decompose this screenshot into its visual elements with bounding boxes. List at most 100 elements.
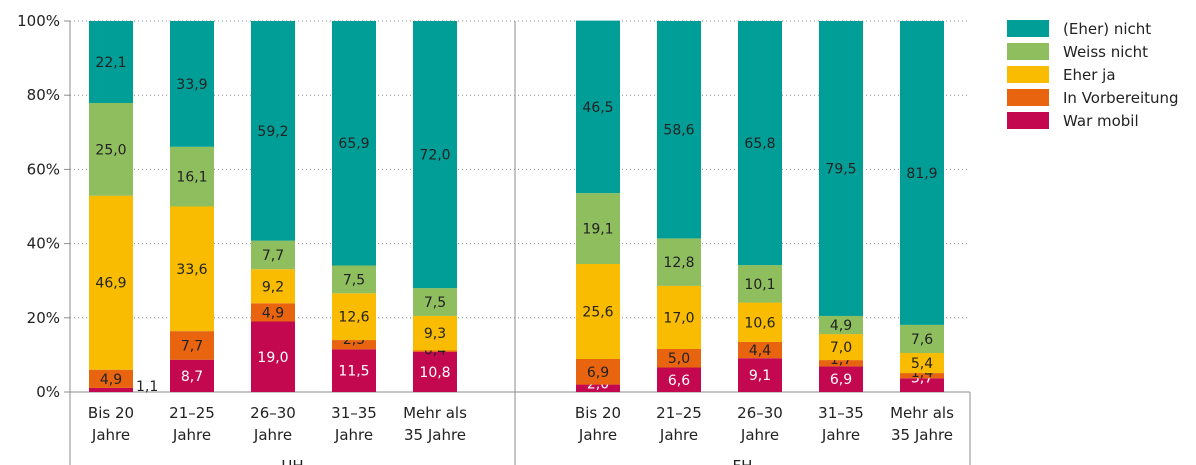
data-label: 7,7 <box>262 248 284 264</box>
data-label: 6,6 <box>668 373 690 389</box>
bar-segment <box>413 315 457 351</box>
x-tick-label: 35 Jahre <box>404 426 466 444</box>
bar-segment <box>576 193 620 265</box>
bar-segment <box>251 240 295 270</box>
bar-segment <box>738 21 782 266</box>
x-tick-label: Jahre <box>334 426 373 444</box>
x-tick-label: Jahre <box>91 426 130 444</box>
bar-segment <box>900 324 944 354</box>
bar-segment <box>657 285 701 349</box>
legend-label: In Vorbereitung <box>1063 89 1179 107</box>
x-tick-label: Jahre <box>253 426 292 444</box>
bar-segment <box>819 334 863 361</box>
bar-segment <box>413 21 457 289</box>
data-label: 58,6 <box>663 123 694 139</box>
data-label: 16,1 <box>176 170 207 186</box>
bar-segment <box>576 358 620 385</box>
data-label: 5,4 <box>911 356 933 372</box>
y-tick-label: 0% <box>36 383 60 401</box>
data-label: 7,6 <box>911 332 933 348</box>
bar-segment <box>89 21 133 103</box>
bar-segment <box>251 303 295 322</box>
x-tick-label: 26–30 <box>250 404 296 422</box>
data-label: 25,0 <box>95 142 126 158</box>
x-tick-label: 21–25 <box>656 404 702 422</box>
data-label: 7,5 <box>343 272 365 288</box>
bar-segment <box>170 331 214 360</box>
bar-segment <box>576 264 620 359</box>
bar-segment <box>900 353 944 374</box>
data-label: 7,5 <box>424 295 446 311</box>
bar-segment <box>170 146 214 207</box>
data-label: 11,5 <box>338 364 369 380</box>
data-label: 7,7 <box>181 338 203 354</box>
legend-swatch <box>1007 43 1049 60</box>
data-label: 9,3 <box>424 326 446 342</box>
group-label: UH <box>281 457 303 465</box>
data-label: 4,9 <box>830 318 852 334</box>
bar-segment <box>576 20 620 194</box>
bar-segment <box>576 384 620 392</box>
legend-label: Weiss nicht <box>1063 43 1148 61</box>
data-label: 81,9 <box>906 166 937 182</box>
data-label: 8,7 <box>181 369 203 385</box>
data-label: 10,1 <box>744 277 775 293</box>
bar-segment <box>413 288 457 316</box>
data-label: 10,8 <box>419 365 450 381</box>
bar-segment <box>170 21 214 147</box>
data-label: 59,2 <box>257 124 288 140</box>
x-tick-label: Jahre <box>659 426 698 444</box>
bar-segment <box>900 378 944 392</box>
y-tick-label: 40% <box>27 235 60 253</box>
bar-segment <box>900 21 944 325</box>
x-tick-label: 21–25 <box>169 404 215 422</box>
bar-segment <box>89 195 133 370</box>
x-tick-label: 31–35 <box>818 404 864 422</box>
data-label: 65,8 <box>744 136 775 152</box>
legend-label: (Eher) nicht <box>1063 20 1151 38</box>
x-tick-label: 31–35 <box>331 404 377 422</box>
x-tick-label: Jahre <box>821 426 860 444</box>
bar-segment <box>657 348 701 368</box>
x-tick-label: Jahre <box>172 426 211 444</box>
bar-segment <box>332 293 376 341</box>
data-label: 5,0 <box>668 351 690 367</box>
bar-segment <box>89 102 133 196</box>
legend-swatch <box>1007 89 1049 106</box>
data-label: 46,9 <box>95 276 126 292</box>
legend-label: War mobil <box>1063 112 1139 130</box>
data-label: 12,6 <box>338 310 369 326</box>
y-tick-label: 80% <box>27 86 60 104</box>
data-label: 9,2 <box>262 279 284 295</box>
bar-segment <box>251 321 295 392</box>
x-tick-label: Mehr als <box>890 404 954 422</box>
legend-swatch <box>1007 66 1049 83</box>
bar-segment <box>738 358 782 392</box>
legend-swatch <box>1007 112 1049 129</box>
data-label: 19,0 <box>257 350 288 366</box>
bar-segment <box>170 359 214 392</box>
data-label: 4,9 <box>100 372 122 388</box>
bar-segment <box>332 265 376 294</box>
bar-segment <box>819 315 863 335</box>
data-label: 33,9 <box>176 77 207 93</box>
data-label: 10,6 <box>744 315 775 331</box>
bar-segment <box>413 350 457 352</box>
bar-segment <box>819 21 863 316</box>
bar-segment <box>657 238 701 286</box>
data-label: 25,6 <box>582 304 613 320</box>
bar-segment <box>738 302 782 342</box>
bar-segment <box>738 265 782 303</box>
x-tick-label: 26–30 <box>737 404 783 422</box>
legend-label: Eher ja <box>1063 66 1116 84</box>
data-label: 65,9 <box>338 136 369 152</box>
data-label: 22,1 <box>95 55 126 71</box>
legend-swatch <box>1007 20 1049 37</box>
data-label: 12,8 <box>663 255 694 271</box>
bar-segment <box>89 369 133 388</box>
y-tick-label: 60% <box>27 160 60 178</box>
data-label: 33,6 <box>176 262 207 278</box>
y-tick-label: 100% <box>17 12 60 30</box>
data-label: 6,9 <box>830 372 852 388</box>
